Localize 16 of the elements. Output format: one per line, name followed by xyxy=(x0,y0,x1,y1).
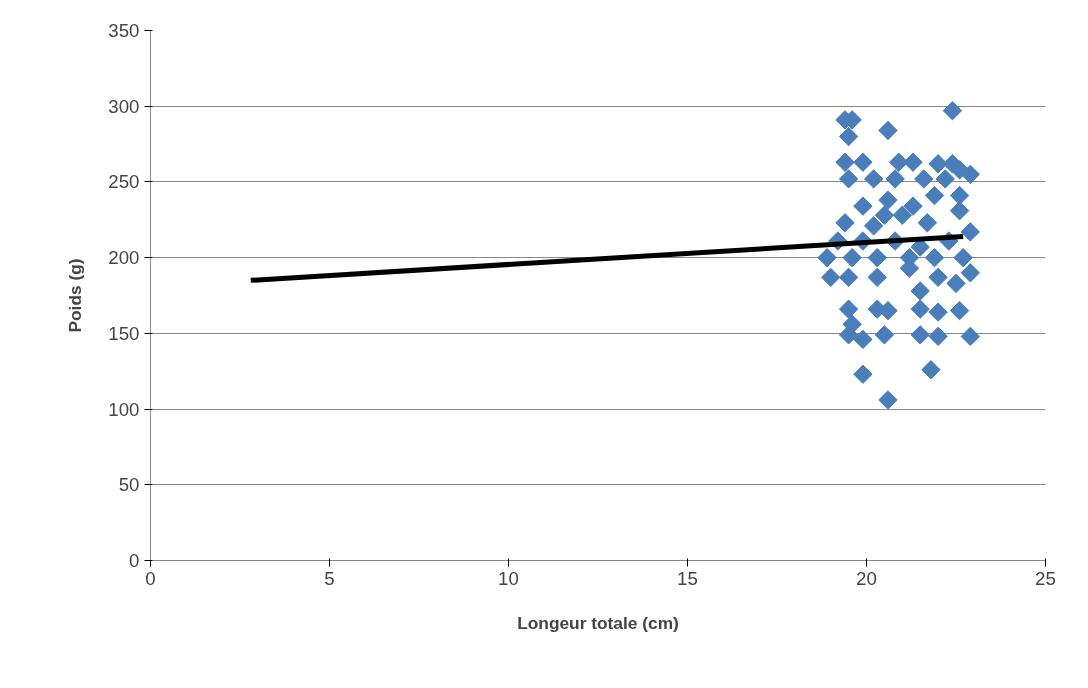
y-tick-label: 200 xyxy=(108,247,140,269)
y-axis-title: Poids (g) xyxy=(65,258,86,333)
y-tick-label: 0 xyxy=(129,550,140,571)
x-tick-label: 5 xyxy=(324,567,335,589)
y-tick-label: 150 xyxy=(108,322,140,344)
y-tick-label: 100 xyxy=(108,398,140,420)
x-tick-label: 25 xyxy=(1035,567,1056,589)
y-tick-label: 300 xyxy=(108,95,140,117)
x-tick-label: 15 xyxy=(677,567,698,589)
y-tick-label: 50 xyxy=(118,474,140,496)
x-tick-label: 10 xyxy=(498,567,519,589)
x-axis-title: Longeur totale (cm) xyxy=(517,612,679,633)
y-tick-label: 350 xyxy=(108,20,140,41)
y-tick-label: 250 xyxy=(108,171,140,193)
x-tick-label: 0 xyxy=(145,567,156,589)
x-tick-label: 20 xyxy=(856,567,877,589)
